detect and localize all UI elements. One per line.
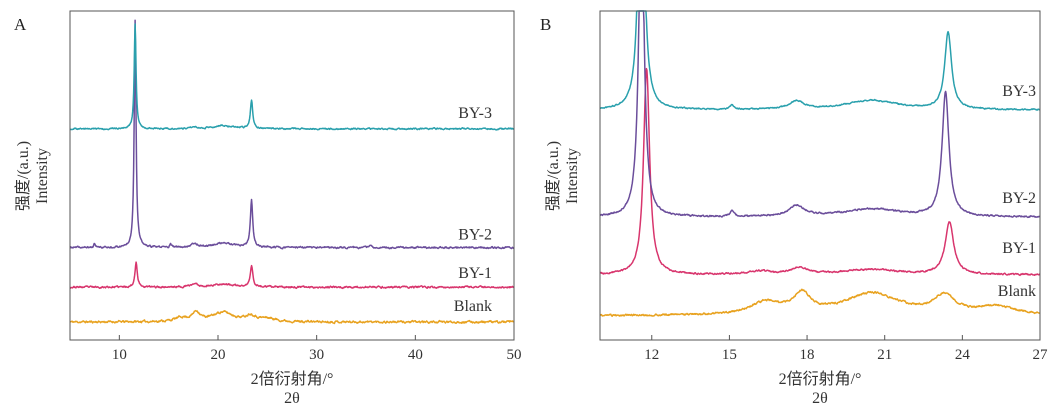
- x-tick-label: 15: [722, 347, 737, 363]
- series-label-by-2: BY-2: [458, 227, 492, 244]
- panel-a-traces: [69, 19, 515, 325]
- series-label-blank: Blank: [998, 283, 1036, 300]
- x-tick-label: 40: [408, 347, 423, 363]
- panel-a-x-axis-label: 2倍衍射角/°: [251, 370, 334, 388]
- series-label-by-1: BY-1: [1002, 240, 1036, 257]
- x-tick-label: 10: [112, 347, 127, 363]
- series-label-by-3: BY-3: [1002, 83, 1036, 100]
- series-label-blank: Blank: [454, 298, 492, 315]
- panel-b-traces: [599, 10, 1041, 317]
- panel-a-plot-frame: [69, 10, 515, 341]
- panel-label-a: A: [14, 15, 27, 34]
- x-tick-label: 12: [644, 347, 659, 363]
- panel-a-series-labels: Blank BY-1 BY-2 BY-3: [454, 105, 492, 315]
- series-line-by-3: [69, 23, 515, 131]
- panel-b-y-axis-label-sub: Intensity: [564, 148, 581, 204]
- panel-b-series-labels: Blank BY-1 BY-2 BY-3: [998, 83, 1036, 300]
- series-line-by-2: [599, 10, 1041, 219]
- panel-a-y-axis-label: 强度/(a.u.): [14, 141, 32, 211]
- x-tick-label: 21: [877, 347, 892, 363]
- panel-a: A 10 20 30 40 50 Blank BY-1 BY-2 BY-3 2倍衍射角/° 2…: [14, 10, 522, 407]
- x-tick-label: 30: [309, 347, 324, 363]
- panel-label-b: B: [540, 15, 551, 34]
- x-tick-label: 24: [955, 347, 971, 363]
- panel-a-x-ticks: 10 20 30 40 50: [112, 335, 522, 363]
- panel-b-y-axis-label: 强度/(a.u.): [544, 141, 562, 211]
- series-line-blank: [69, 309, 515, 325]
- series-line-by-3: [599, 10, 1041, 111]
- series-label-by-2: BY-2: [1002, 190, 1036, 207]
- series-line-blank: [599, 288, 1041, 317]
- series-line-by-1: [69, 261, 515, 290]
- x-tick-label: 18: [800, 347, 815, 363]
- panel-a-y-axis-label-sub: Intensity: [34, 148, 51, 204]
- series-line-by-2: [69, 19, 515, 250]
- panel-b-x-ticks: 12 15 18 21 24 27: [644, 335, 1048, 363]
- x-tick-label: 20: [211, 347, 226, 363]
- series-label-by-1: BY-1: [458, 265, 492, 282]
- panel-b-x-axis-label: 2倍衍射角/°: [779, 370, 862, 388]
- panel-b-x-axis-label-sub: 2θ: [812, 390, 828, 407]
- series-label-by-3: BY-3: [458, 105, 492, 122]
- x-tick-label: 50: [507, 347, 522, 363]
- panel-b-plot-frame: [599, 10, 1041, 341]
- panel-a-x-axis-label-sub: 2θ: [284, 390, 300, 407]
- x-tick-label: 27: [1033, 347, 1049, 363]
- panel-b: B 12 15 18 21 24 27 Blank BY-1 BY-2 BY-3 2倍衍射角/°…: [540, 10, 1048, 407]
- series-line-by-1: [599, 67, 1041, 277]
